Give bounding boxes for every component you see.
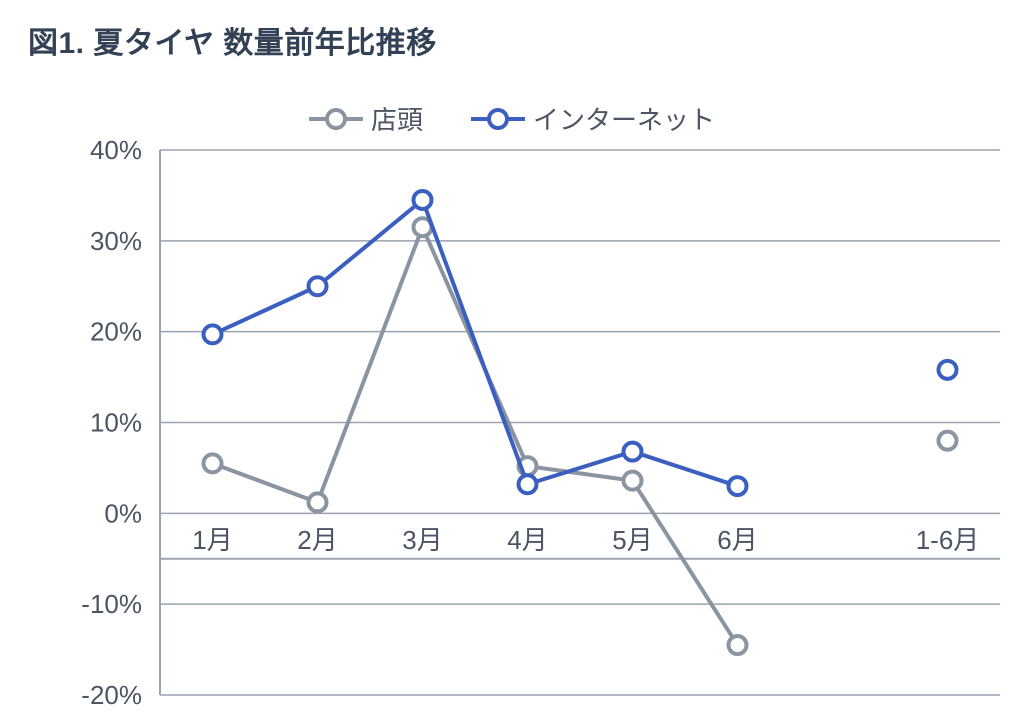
- chart-container: 図1. 夏タイヤ 数量前年比推移 店頭 インターネット -20%-10%0%10…: [0, 0, 1024, 717]
- series-marker-internet: [309, 277, 327, 295]
- line-chart: -20% -10% 0% 10% 20% 30% 40% 1月 2月 3月 4月 5月 6月 1-6月: [0, 0, 1024, 717]
- series-marker-store: [204, 454, 222, 472]
- x-tick-label: 2月: [297, 525, 337, 555]
- x-tick-label: 6月: [717, 525, 757, 555]
- series-marker-store: [729, 636, 747, 654]
- y-tick-label: -20%: [81, 680, 142, 710]
- x-tick-label: 5月: [612, 525, 652, 555]
- series-marker-internet: [624, 443, 642, 461]
- series-marker-internet: [729, 477, 747, 495]
- y-tick-label: 30%: [90, 226, 142, 256]
- x-tick-label: 4月: [507, 525, 547, 555]
- series-line-internet: [213, 200, 738, 486]
- series-line-store: [213, 227, 738, 645]
- y-tick-label: 40%: [90, 135, 142, 165]
- series-marker-store: [309, 493, 327, 511]
- x-tick-label: 1-6月: [916, 525, 980, 555]
- x-tick-label: 1月: [192, 525, 232, 555]
- series-marker-internet: [414, 191, 432, 209]
- series-marker-internet: [939, 361, 957, 379]
- series-marker-store: [939, 432, 957, 450]
- y-tick-label: 20%: [90, 317, 142, 347]
- y-tick-label: -10%: [81, 589, 142, 619]
- series-marker-store: [624, 472, 642, 490]
- x-tick-label: 3月: [402, 525, 442, 555]
- series-marker-internet: [519, 475, 537, 493]
- y-tick-label: 0%: [104, 498, 142, 528]
- y-tick-label: 10%: [90, 408, 142, 438]
- series-marker-internet: [204, 325, 222, 343]
